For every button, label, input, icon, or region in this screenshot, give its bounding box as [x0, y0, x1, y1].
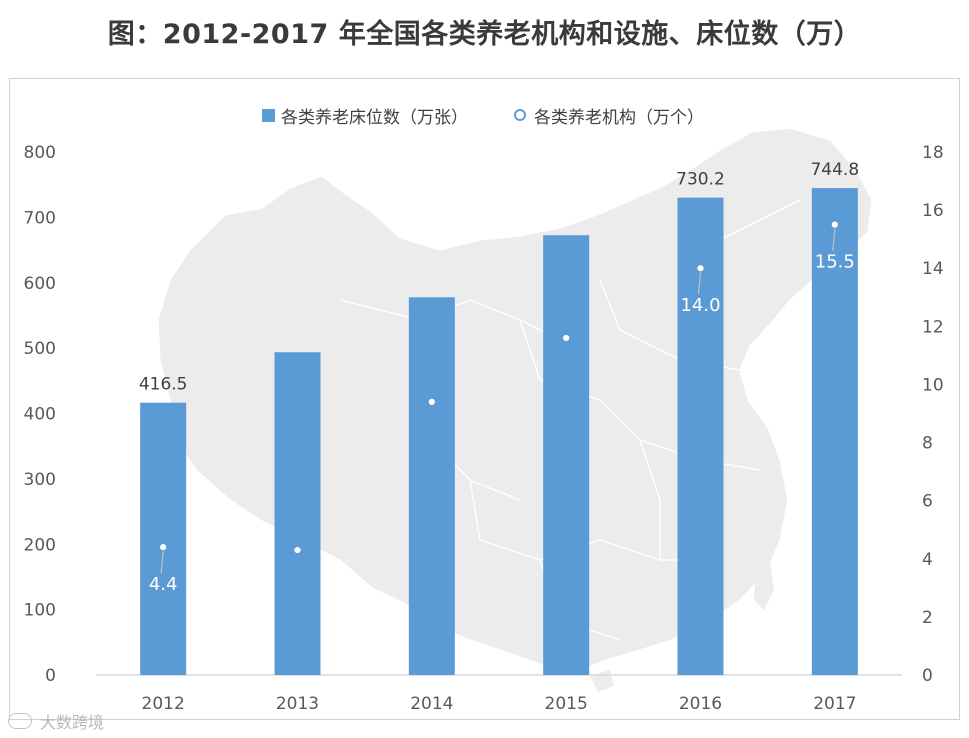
- left-tick-label: 200: [24, 535, 56, 555]
- left-tick-label: 300: [24, 470, 56, 490]
- right-tick-label: 10: [922, 375, 944, 395]
- left-tick-label: 600: [24, 274, 56, 294]
- x-tick-label-2015: 2015: [545, 694, 588, 714]
- legend-bar-swatch: [262, 108, 275, 122]
- bar-2015: [543, 235, 590, 675]
- legend-item-beds: 各类养老床位数（万张）: [262, 103, 468, 128]
- bar-2013: [274, 352, 321, 675]
- x-axis-ticks: 2012 2013 2014 2015 2016 2017: [142, 694, 857, 714]
- watermark: 大数跨境: [8, 709, 104, 733]
- right-tick-label: 2: [922, 608, 933, 628]
- dot-2015: [562, 333, 571, 343]
- right-tick-label: 12: [922, 317, 944, 337]
- dot-series-group: [159, 220, 839, 555]
- left-tick-label: 0: [45, 666, 56, 686]
- x-tick-label-2013: 2013: [276, 694, 319, 714]
- dot-label-group: 4.4 14.0 15.5: [149, 228, 855, 595]
- left-tick-label: 700: [24, 208, 56, 228]
- dot-leader-line-2017: [832, 228, 836, 251]
- left-tick-label: 800: [24, 143, 56, 163]
- legend-item-institutions: 各类养老机构（万个）: [514, 103, 704, 128]
- legend: 各类养老床位数（万张） 各类养老机构（万个）: [262, 103, 750, 128]
- bar-value-label-2012: 416.5: [139, 375, 188, 395]
- bar-value-label-2017: 744.8: [810, 160, 859, 180]
- bar-value-label-2016: 730.2: [676, 170, 725, 190]
- dot-value-label-2016: 14.0: [680, 295, 720, 316]
- dot-value-label-2012: 4.4: [149, 574, 178, 595]
- x-tick-label-2017: 2017: [813, 694, 856, 714]
- right-tick-label: 6: [922, 492, 933, 512]
- bar-2012: [140, 402, 187, 675]
- x-tick-label-2016: 2016: [679, 694, 722, 714]
- right-tick-label: 18: [922, 143, 944, 163]
- left-tick-label: 500: [24, 339, 56, 359]
- dot-value-label-2017: 15.5: [815, 252, 855, 273]
- dot-leader-line-2016: [697, 272, 702, 295]
- dot-2014: [427, 397, 436, 406]
- left-tick-label: 400: [24, 405, 56, 425]
- bar-2014: [408, 297, 455, 675]
- right-axis-ticks: 0 2 4 6 8 10 12 14 16 18: [922, 143, 944, 686]
- x-tick-label-2014: 2014: [410, 694, 453, 714]
- legend-beds-label: 各类养老床位数（万张）: [281, 107, 468, 128]
- legend-dot-swatch: [514, 109, 526, 121]
- chart-title: 图：2012-2017 年全国各类养老机构和设施、床位数（万）: [107, 19, 862, 50]
- dot-2017: [830, 220, 839, 229]
- x-tick-label-2012: 2012: [142, 694, 185, 714]
- right-tick-label: 0: [922, 666, 933, 686]
- bar-series-group: [140, 188, 858, 675]
- bar-label-group: 416.5 730.2 744.8: [139, 160, 859, 395]
- legend-institutions-label: 各类养老机构（万个）: [534, 107, 704, 128]
- left-axis-ticks: 0 100 200 300 400 500 600 700 800: [24, 143, 56, 686]
- watermark-text: 大数跨境: [40, 713, 105, 732]
- left-tick-label: 100: [24, 601, 56, 621]
- watermark-logo-icon: [8, 713, 32, 729]
- dot-2012: [159, 543, 168, 552]
- right-tick-label: 14: [922, 259, 944, 279]
- dot-leader-line-2012: [160, 551, 164, 574]
- bar-2017: [811, 188, 858, 675]
- right-tick-label: 8: [922, 434, 933, 454]
- dot-2013: [293, 545, 302, 555]
- right-tick-label: 16: [922, 201, 944, 221]
- dot-2016: [696, 264, 705, 273]
- right-tick-label: 4: [922, 550, 933, 570]
